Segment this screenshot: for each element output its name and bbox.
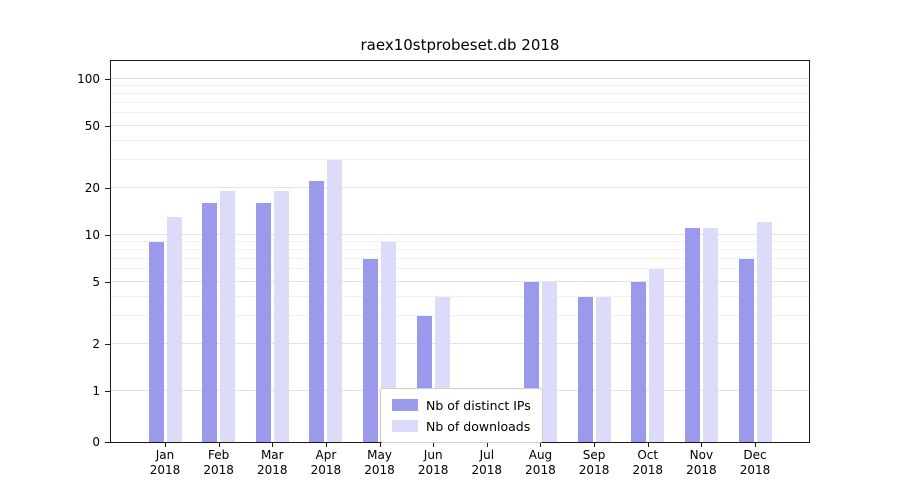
legend-label-downloads: Nb of downloads: [426, 418, 531, 434]
bar-distinct-ips-dec: [738, 258, 754, 442]
y-tick-label-50: 50: [84, 118, 100, 133]
bar-downloads-apr: [327, 160, 343, 442]
gridline-minor-6: [111, 268, 809, 270]
x-tick-mark-feb: [218, 443, 220, 447]
y-tick-label-5: 5: [92, 274, 100, 289]
y-tick-label-2: 2: [92, 336, 100, 351]
x-tick-label-apr: Apr 2018: [310, 448, 342, 477]
gridline-minor-3: [111, 315, 809, 317]
legend-swatch-distinct-ips: [392, 399, 418, 411]
bar-distinct-ips-jan: [148, 241, 164, 442]
bar-distinct-ips-oct: [631, 281, 647, 442]
legend: Nb of distinct IPs Nb of downloads: [380, 388, 543, 443]
bar-downloads-oct: [649, 269, 665, 442]
gridline-minor-30: [111, 159, 809, 161]
gridline-minor-60: [111, 112, 809, 114]
gridline-minor-9: [111, 240, 809, 242]
x-tick-mark-sep: [594, 443, 596, 447]
gridline-minor-7: [111, 257, 809, 259]
x-tick-label-oct: Oct 2018: [632, 448, 663, 477]
bar-distinct-ips-may: [363, 258, 379, 442]
y-tick-label-0: 0: [92, 435, 100, 449]
y-tick-label-20: 20: [84, 180, 100, 195]
gridline-2: [111, 342, 809, 344]
bar-downloads-sep: [595, 296, 611, 442]
bar-downloads-aug: [541, 281, 557, 442]
x-tick-label-feb: Feb 2018: [203, 448, 234, 477]
chart-title: raex10stprobeset.db 2018: [360, 36, 560, 54]
bar-distinct-ips-nov: [684, 228, 700, 442]
legend-entry-distinct-ips: Nb of distinct IPs: [392, 397, 531, 413]
bar-downloads-mar: [273, 191, 289, 442]
x-tick-mark-aug: [540, 443, 542, 447]
x-tick-label-nov: Nov 2018: [686, 448, 717, 477]
gridline-minor-40: [111, 139, 809, 141]
gridline-minor-80: [111, 92, 809, 94]
x-tick-label-aug: Aug 2018: [525, 448, 556, 477]
gridline-minor-4: [111, 295, 809, 297]
y-tick-label-10: 10: [84, 227, 100, 242]
x-tick-mark-apr: [325, 443, 327, 447]
x-tick-label-jan: Jan 2018: [149, 448, 181, 477]
legend-entry-downloads: Nb of downloads: [392, 418, 531, 434]
x-tick-label-sep: Sep 2018: [578, 448, 610, 477]
x-tick-label-jul: Jul 2018: [471, 448, 503, 477]
x-tick-mark-jul: [486, 443, 488, 447]
bar-distinct-ips-feb: [202, 202, 218, 442]
gridline-minor-8: [111, 248, 809, 250]
x-tick-label-mar: Mar 2018: [256, 448, 288, 477]
gridline-5: [111, 280, 809, 282]
plot-area: [110, 60, 810, 443]
x-tick-mark-nov: [701, 443, 703, 447]
x-tick-mark-mar: [272, 443, 274, 447]
bar-distinct-ips-mar: [255, 202, 271, 442]
gridline-minor-90: [111, 84, 809, 86]
x-tick-label-jun: Jun 2018: [417, 448, 449, 477]
legend-swatch-downloads: [392, 420, 418, 432]
bar-distinct-ips-apr: [309, 181, 325, 442]
bar-distinct-ips-sep: [577, 296, 593, 442]
bar-downloads-feb: [220, 191, 236, 442]
gridline-minor-70: [111, 101, 809, 103]
gridline-50: [111, 124, 809, 126]
x-tick-mark-jan: [165, 443, 166, 447]
legend-label-distinct-ips: Nb of distinct IPs: [426, 397, 531, 413]
x-tick-label-dec: Dec 2018: [739, 448, 771, 477]
x-tick-mark-jun: [433, 443, 435, 447]
gridline-20: [111, 186, 809, 188]
x-tick-mark-dec: [755, 443, 756, 447]
gridline-100: [111, 77, 809, 79]
x-tick-mark-oct: [647, 443, 649, 447]
bar-downloads-dec: [756, 222, 772, 442]
x-tick-mark-may: [379, 443, 381, 447]
bar-downloads-nov: [702, 228, 718, 442]
x-tick-label-may: May 2018: [364, 448, 395, 477]
y-tick-label-1: 1: [92, 383, 100, 398]
y-tick-label-100: 100: [77, 71, 100, 86]
bar-downloads-jan: [166, 216, 182, 442]
gridline-10: [111, 233, 809, 235]
